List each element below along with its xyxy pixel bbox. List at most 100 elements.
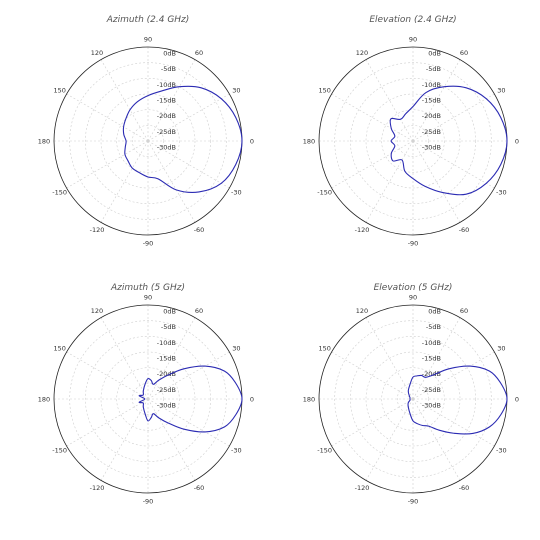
grid-ring (132, 383, 164, 415)
radial-tick-label: 0dB (428, 50, 441, 58)
angle-tick-label: -90 (408, 498, 419, 506)
radial-tick-label: -15dB (422, 97, 441, 105)
pattern-trace (407, 365, 508, 435)
angle-tick-label: -120 (355, 484, 370, 492)
angle-tick-label: -150 (317, 189, 332, 197)
grid-ring (132, 125, 164, 157)
grid-ring (100, 93, 196, 189)
angle-tick-label: 0 (250, 396, 254, 404)
grid-ring (334, 62, 492, 220)
angle-tick-label: 30 (232, 345, 240, 353)
angle-tick-label: 60 (195, 49, 203, 57)
grid-spoke (66, 140, 149, 189)
angle-tick-label: 30 (232, 87, 240, 95)
angle-tick-label: 90 (409, 36, 417, 44)
radial-tick-label: -20dB (422, 370, 441, 378)
radial-tick-label: -25dB (422, 386, 441, 394)
radial-tick-label: -30dB (422, 144, 441, 152)
radial-tick-label: -10dB (422, 81, 441, 89)
angle-tick-label: -90 (143, 240, 154, 248)
angle-tick-label: -150 (52, 189, 67, 197)
radial-tick-label: -5dB (161, 65, 176, 73)
angle-tick-label: -120 (90, 484, 105, 492)
grid-ring (116, 109, 180, 173)
radial-tick-label: -20dB (157, 112, 176, 120)
radial-tick-label: 0dB (163, 308, 176, 316)
grid-ring (397, 383, 429, 415)
angle-tick-label: 30 (497, 87, 505, 95)
radial-tick-label: 0dB (428, 308, 441, 316)
angle-tick-label: 180 (38, 138, 50, 146)
radial-tick-label: -10dB (157, 339, 176, 347)
radial-tick-label: -25dB (157, 128, 176, 136)
angle-tick-label: 30 (497, 345, 505, 353)
grid-ring (69, 320, 227, 478)
grid-ring (350, 78, 476, 204)
grid-ring (397, 125, 429, 157)
grid-ring (85, 336, 211, 462)
angle-tick-label: 60 (460, 307, 468, 315)
chart-title: Azimuth (5 GHz) (110, 283, 185, 293)
angle-tick-label: 90 (144, 36, 152, 44)
angle-tick-label: 180 (303, 138, 315, 146)
grid-ring (85, 78, 211, 204)
angle-tick-label: -120 (90, 226, 105, 234)
radial-tick-label: -10dB (157, 81, 176, 89)
angle-tick-label: 180 (38, 396, 50, 404)
chart-title: Elevation (5 GHz) (374, 283, 453, 293)
radial-tick-label: -30dB (157, 144, 176, 152)
radial-tick-label: -30dB (157, 402, 176, 410)
angle-tick-label: -90 (408, 240, 419, 248)
grid-ring (100, 351, 196, 447)
angle-tick-label: 150 (318, 345, 330, 353)
angle-tick-label: 120 (91, 49, 103, 57)
radial-tick-label: -15dB (157, 97, 176, 105)
angle-tick-label: -30 (231, 447, 242, 455)
grid-ring (116, 367, 180, 431)
angle-tick-label: 150 (53, 345, 65, 353)
polar-chart-2: Elevation (2.4 GHz) 90 60 30 0 -30 -60 -90 -120 -… (303, 15, 519, 248)
angle-tick-label: 120 (356, 307, 368, 315)
angle-tick-label: -60 (459, 484, 470, 492)
radial-tick-label: -20dB (157, 370, 176, 378)
pattern-trace (389, 85, 508, 196)
radial-tick-label: -15dB (422, 355, 441, 363)
radial-tick-label: -5dB (426, 323, 441, 331)
pattern-trace (122, 85, 243, 193)
radial-tick-label: -25dB (157, 386, 176, 394)
angle-tick-label: 120 (356, 49, 368, 57)
angle-tick-label: 150 (318, 87, 330, 95)
angle-tick-label: -30 (231, 189, 242, 197)
angle-tick-label: 60 (195, 307, 203, 315)
angle-tick-label: 60 (460, 49, 468, 57)
grid-spoke (331, 140, 414, 189)
angle-tick-label: -60 (459, 226, 470, 234)
radial-tick-label: -5dB (426, 65, 441, 73)
grid-ring (69, 62, 227, 220)
angle-tick-label: 0 (515, 396, 519, 404)
grid-ring (334, 320, 492, 478)
angle-tick-label: -150 (317, 447, 332, 455)
angle-tick-label: 90 (144, 294, 152, 302)
pattern-trace (138, 365, 243, 433)
grid-ring (365, 351, 461, 447)
angle-tick-label: -90 (143, 498, 154, 506)
angle-tick-label: -30 (496, 189, 507, 197)
angle-tick-label: 180 (303, 396, 315, 404)
radial-tick-label: -20dB (422, 112, 441, 120)
polar-chart-4: Elevation (5 GHz)90 60 30 0 -30 -60 -90 -120 -15… (303, 283, 519, 506)
angle-tick-label: 0 (250, 138, 254, 146)
angle-tick-label: -30 (496, 447, 507, 455)
angle-tick-label: -120 (355, 226, 370, 234)
angle-tick-label: -60 (194, 484, 205, 492)
chart-title: Azimuth (2.4 GHz) (106, 15, 190, 25)
angle-tick-label: -150 (52, 447, 67, 455)
angle-tick-label: -60 (194, 226, 205, 234)
chart-title: Elevation (2.4 GHz) (369, 15, 456, 25)
angle-tick-label: 120 (91, 307, 103, 315)
radial-tick-label: -30dB (422, 402, 441, 410)
radial-tick-label: -25dB (422, 128, 441, 136)
radial-tick-label: 0dB (163, 50, 176, 58)
angle-tick-label: 0 (515, 138, 519, 146)
